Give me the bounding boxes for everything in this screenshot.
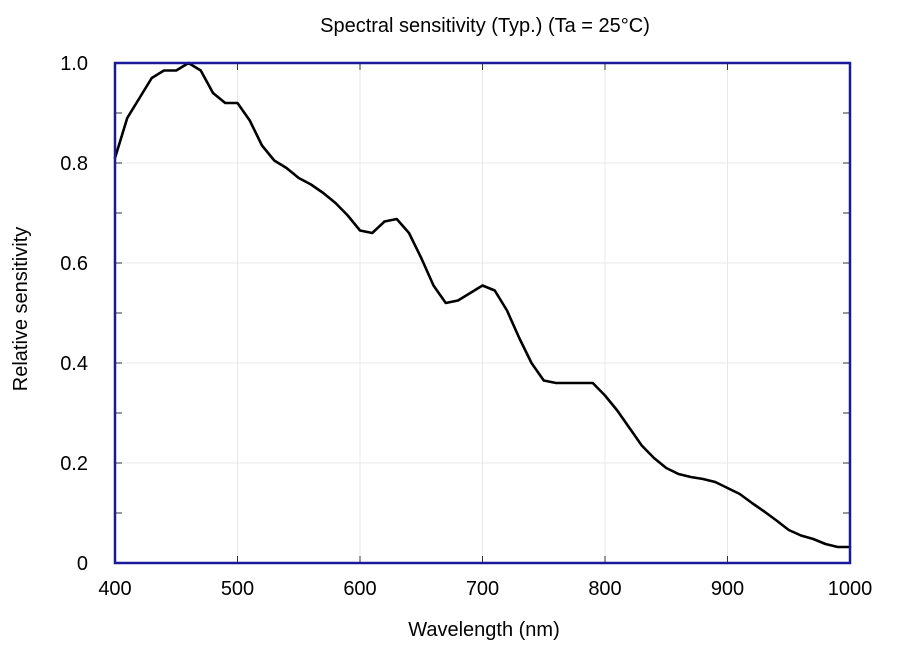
y-tick-label: 0.2 [60, 453, 88, 475]
plot-series [113, 61, 852, 549]
x-tick-label: 700 [466, 578, 499, 600]
y-tick-label: 0.4 [60, 353, 88, 375]
x-tick-label: 1000 [828, 578, 873, 600]
series-line-0 [113, 61, 852, 549]
y-tick-label: 0.6 [60, 253, 88, 275]
y-tick-label: 1.0 [60, 53, 88, 75]
grid-lines [115, 63, 850, 563]
x-tick-label: 400 [98, 578, 131, 600]
x-axis-label: Wavelength (nm) [408, 619, 560, 641]
x-tick-label: 600 [343, 578, 376, 600]
y-axis-label: Relative sensitivity [10, 227, 32, 392]
x-tick-label: 500 [221, 578, 254, 600]
x-tick-labels: 400 500 600 700 800 900 1000 [98, 578, 872, 600]
y-tick-label: 0 [77, 553, 88, 575]
y-tick-label: 0.8 [60, 153, 88, 175]
y-tick-labels: 0 0.2 0.4 0.6 0.8 1.0 [60, 53, 88, 575]
chart-title: Spectral sensitivity (Typ.) (Ta = 25°C) [320, 15, 650, 37]
plot-frame [113, 61, 852, 565]
x-tick-label: 800 [588, 578, 621, 600]
x-tick-label: 900 [711, 578, 744, 600]
